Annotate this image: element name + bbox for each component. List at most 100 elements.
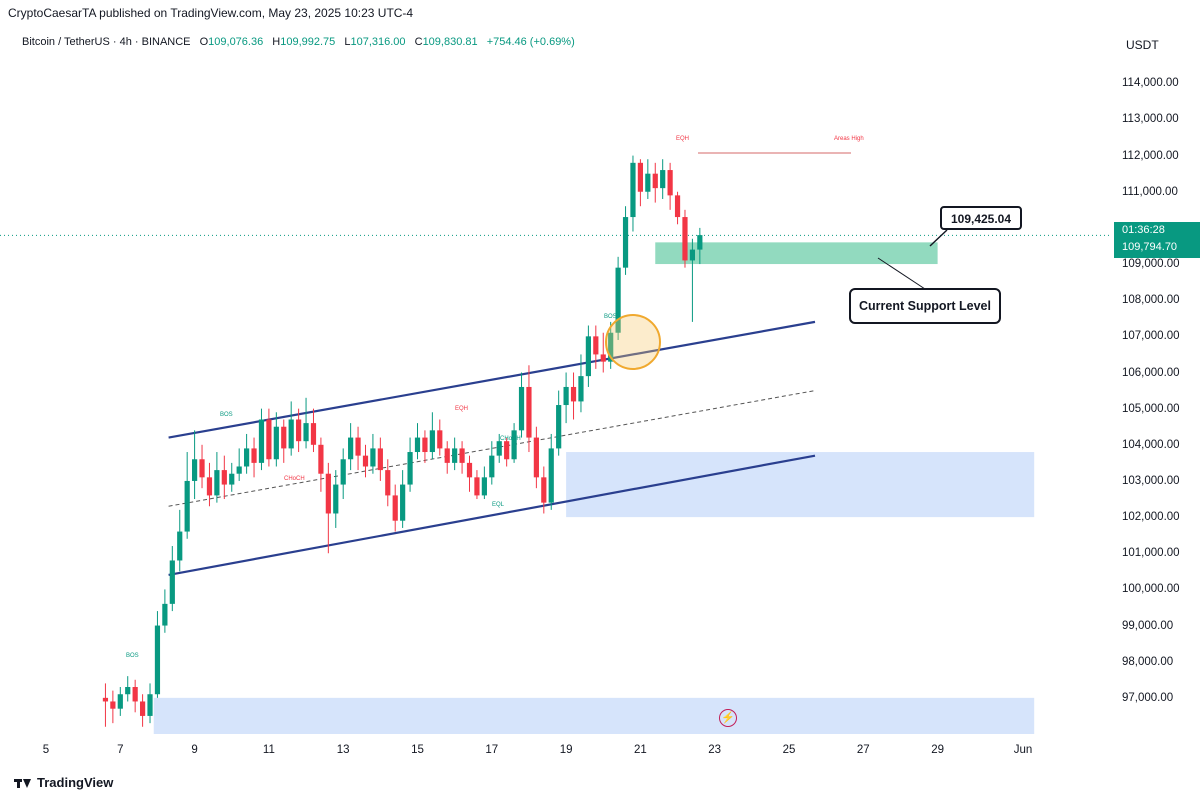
candle-body bbox=[466, 462, 473, 478]
y-tick-label: 104,000.00 bbox=[1122, 438, 1180, 451]
candle-body bbox=[355, 437, 361, 456]
symbol-legend[interactable]: Bitcoin / TetherUS · 4h · BINANCE O109,0… bbox=[22, 36, 575, 48]
candle-body bbox=[296, 419, 302, 442]
candle-body bbox=[452, 448, 458, 463]
candle-body bbox=[414, 437, 421, 453]
candle-body bbox=[645, 173, 651, 192]
eqh-mid-label: EQH bbox=[455, 406, 469, 412]
candle-body bbox=[370, 448, 376, 467]
candle-body bbox=[459, 448, 465, 463]
candle-body bbox=[184, 480, 190, 532]
open-value: 109,076.36 bbox=[208, 36, 264, 48]
candle-body bbox=[548, 448, 554, 503]
candle-body bbox=[422, 437, 428, 453]
last-price: 109,794.70 bbox=[1122, 241, 1178, 253]
y-tick-label: 103,000.00 bbox=[1122, 474, 1180, 487]
candle-body bbox=[117, 694, 123, 709]
close-value: 109,830.81 bbox=[422, 36, 478, 48]
bar-countdown: 01:36:28 bbox=[1122, 224, 1165, 236]
candle-body bbox=[162, 603, 168, 626]
candle-body bbox=[273, 426, 279, 460]
candle-body bbox=[102, 697, 109, 702]
y-tick-label: 101,000.00 bbox=[1122, 547, 1180, 560]
candle-body bbox=[578, 376, 584, 402]
tv-logo-icon bbox=[14, 777, 32, 789]
candle-body bbox=[437, 430, 443, 449]
high-label: H bbox=[272, 36, 281, 48]
candle-body bbox=[385, 470, 391, 496]
channel-lower bbox=[168, 454, 816, 577]
x-tick-label: 15 bbox=[411, 744, 424, 756]
candle-body bbox=[489, 455, 495, 478]
candle-body bbox=[697, 235, 703, 250]
candle-body bbox=[622, 217, 629, 268]
high-value: 109,992.75 bbox=[280, 36, 336, 48]
low-label: L bbox=[344, 36, 351, 48]
candle-body bbox=[533, 437, 539, 478]
price-callout[interactable]: 109,425.04 bbox=[940, 206, 1022, 230]
y-tick-label: 111,000.00 bbox=[1122, 185, 1178, 198]
candle-body bbox=[139, 701, 146, 716]
x-tick-label: 21 bbox=[633, 744, 647, 756]
candle-body bbox=[652, 173, 658, 189]
candle-body bbox=[221, 470, 227, 485]
candle-body bbox=[348, 437, 354, 460]
candle-body bbox=[281, 426, 287, 449]
lightning-icon[interactable]: ⚡ bbox=[719, 709, 737, 727]
candle-body bbox=[689, 249, 696, 261]
candle-body bbox=[318, 444, 324, 474]
candle-body bbox=[125, 687, 131, 695]
candle-body bbox=[325, 473, 331, 514]
candle-body bbox=[340, 459, 346, 485]
y-tick-label: 102,000.00 bbox=[1122, 511, 1180, 524]
x-tick-label: 17 bbox=[485, 744, 499, 756]
x-tick-label: 5 bbox=[42, 744, 50, 756]
change-value: +754.46 (+0.69%) bbox=[486, 36, 575, 48]
candle-body bbox=[608, 332, 614, 362]
candle-body bbox=[236, 466, 242, 474]
price-chart[interactable] bbox=[0, 0, 1112, 800]
close-label: C bbox=[414, 36, 423, 48]
candle-body bbox=[377, 448, 383, 471]
bos-right-label: BOS bbox=[604, 314, 617, 320]
candle-body bbox=[667, 170, 673, 196]
candle-body bbox=[585, 336, 591, 377]
x-tick-label: Jun bbox=[1013, 744, 1033, 756]
y-tick-label: 99,000.00 bbox=[1122, 619, 1174, 632]
candle-body bbox=[563, 386, 569, 406]
candle-body bbox=[147, 694, 153, 716]
tradingview-logo[interactable]: TradingView bbox=[14, 775, 113, 790]
candle-body bbox=[541, 477, 547, 503]
y-tick-label: 106,000.00 bbox=[1122, 366, 1180, 379]
candle-body bbox=[206, 477, 213, 496]
candle-body bbox=[511, 430, 517, 460]
candle-body bbox=[637, 162, 643, 192]
x-tick-label: 29 bbox=[931, 744, 944, 756]
candle-body bbox=[474, 477, 480, 496]
choch-left-label: CHoCH bbox=[284, 476, 305, 482]
candle-body bbox=[192, 459, 198, 481]
candle-body bbox=[496, 441, 502, 456]
y-tick-label: 105,000.00 bbox=[1122, 402, 1180, 415]
candle-body bbox=[526, 386, 532, 438]
y-tick-label: 98,000.00 bbox=[1122, 655, 1174, 668]
x-tick-label: 13 bbox=[336, 744, 350, 756]
bos-left-label: BOS bbox=[126, 653, 139, 659]
y-tick-label: 114,000.00 bbox=[1122, 77, 1179, 90]
candle-body bbox=[303, 423, 309, 442]
y-tick-label: 107,000.00 bbox=[1122, 330, 1180, 343]
candle-body bbox=[518, 386, 525, 431]
logo-text: TradingView bbox=[37, 775, 114, 790]
demand-zone-lower bbox=[153, 697, 1035, 734]
x-tick-label: 11 bbox=[262, 744, 275, 756]
publish-info: CryptoCaesarTA published on TradingView.… bbox=[8, 6, 414, 20]
channel-mid bbox=[168, 390, 816, 507]
y-tick-label: 113,000.00 bbox=[1122, 113, 1179, 126]
y-tick-label: 112,000.00 bbox=[1122, 149, 1179, 162]
open-label: O bbox=[199, 36, 209, 48]
candle-body bbox=[251, 448, 257, 463]
x-tick-label: 7 bbox=[117, 744, 124, 756]
candle-body bbox=[400, 484, 406, 521]
support-callout[interactable]: Current Support Level bbox=[849, 288, 1001, 324]
candle-body bbox=[429, 430, 435, 453]
